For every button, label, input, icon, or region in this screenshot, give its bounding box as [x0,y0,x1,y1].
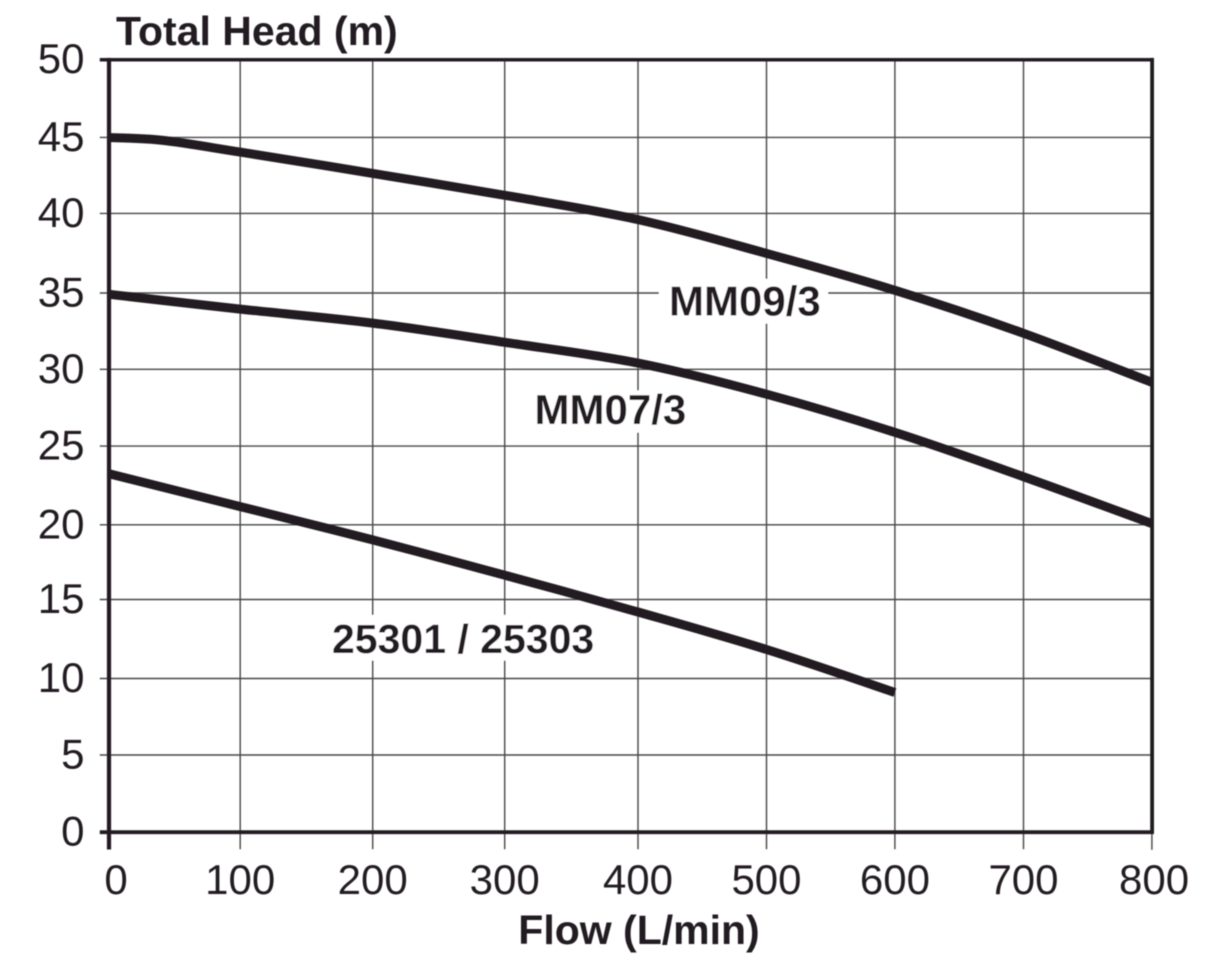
svg-text:MM09/3: MM09/3 [669,278,821,325]
svg-text:30: 30 [38,345,85,392]
svg-text:0: 0 [61,808,84,855]
svg-text:700: 700 [988,856,1058,903]
svg-text:25301 / 25303: 25301 / 25303 [332,616,594,662]
svg-text:5: 5 [61,731,84,778]
svg-text:100: 100 [205,856,275,903]
svg-text:800: 800 [1119,856,1189,903]
svg-text:20: 20 [38,500,85,547]
svg-text:45: 45 [38,113,85,160]
svg-text:40: 40 [38,189,85,236]
svg-text:500: 500 [731,856,801,903]
svg-text:400: 400 [603,856,673,903]
svg-text:0: 0 [104,856,127,903]
svg-text:Total Head (m): Total Head (m) [116,8,398,54]
svg-text:35: 35 [38,269,85,316]
svg-text:15: 15 [38,575,85,622]
svg-text:25: 25 [38,422,85,469]
svg-text:MM07/3: MM07/3 [535,386,687,433]
svg-text:10: 10 [38,654,85,701]
svg-text:300: 300 [470,856,540,903]
svg-text:200: 200 [338,856,408,903]
svg-text:600: 600 [860,856,930,903]
svg-text:50: 50 [38,35,85,82]
svg-text:Flow (L/min): Flow (L/min) [518,907,759,953]
